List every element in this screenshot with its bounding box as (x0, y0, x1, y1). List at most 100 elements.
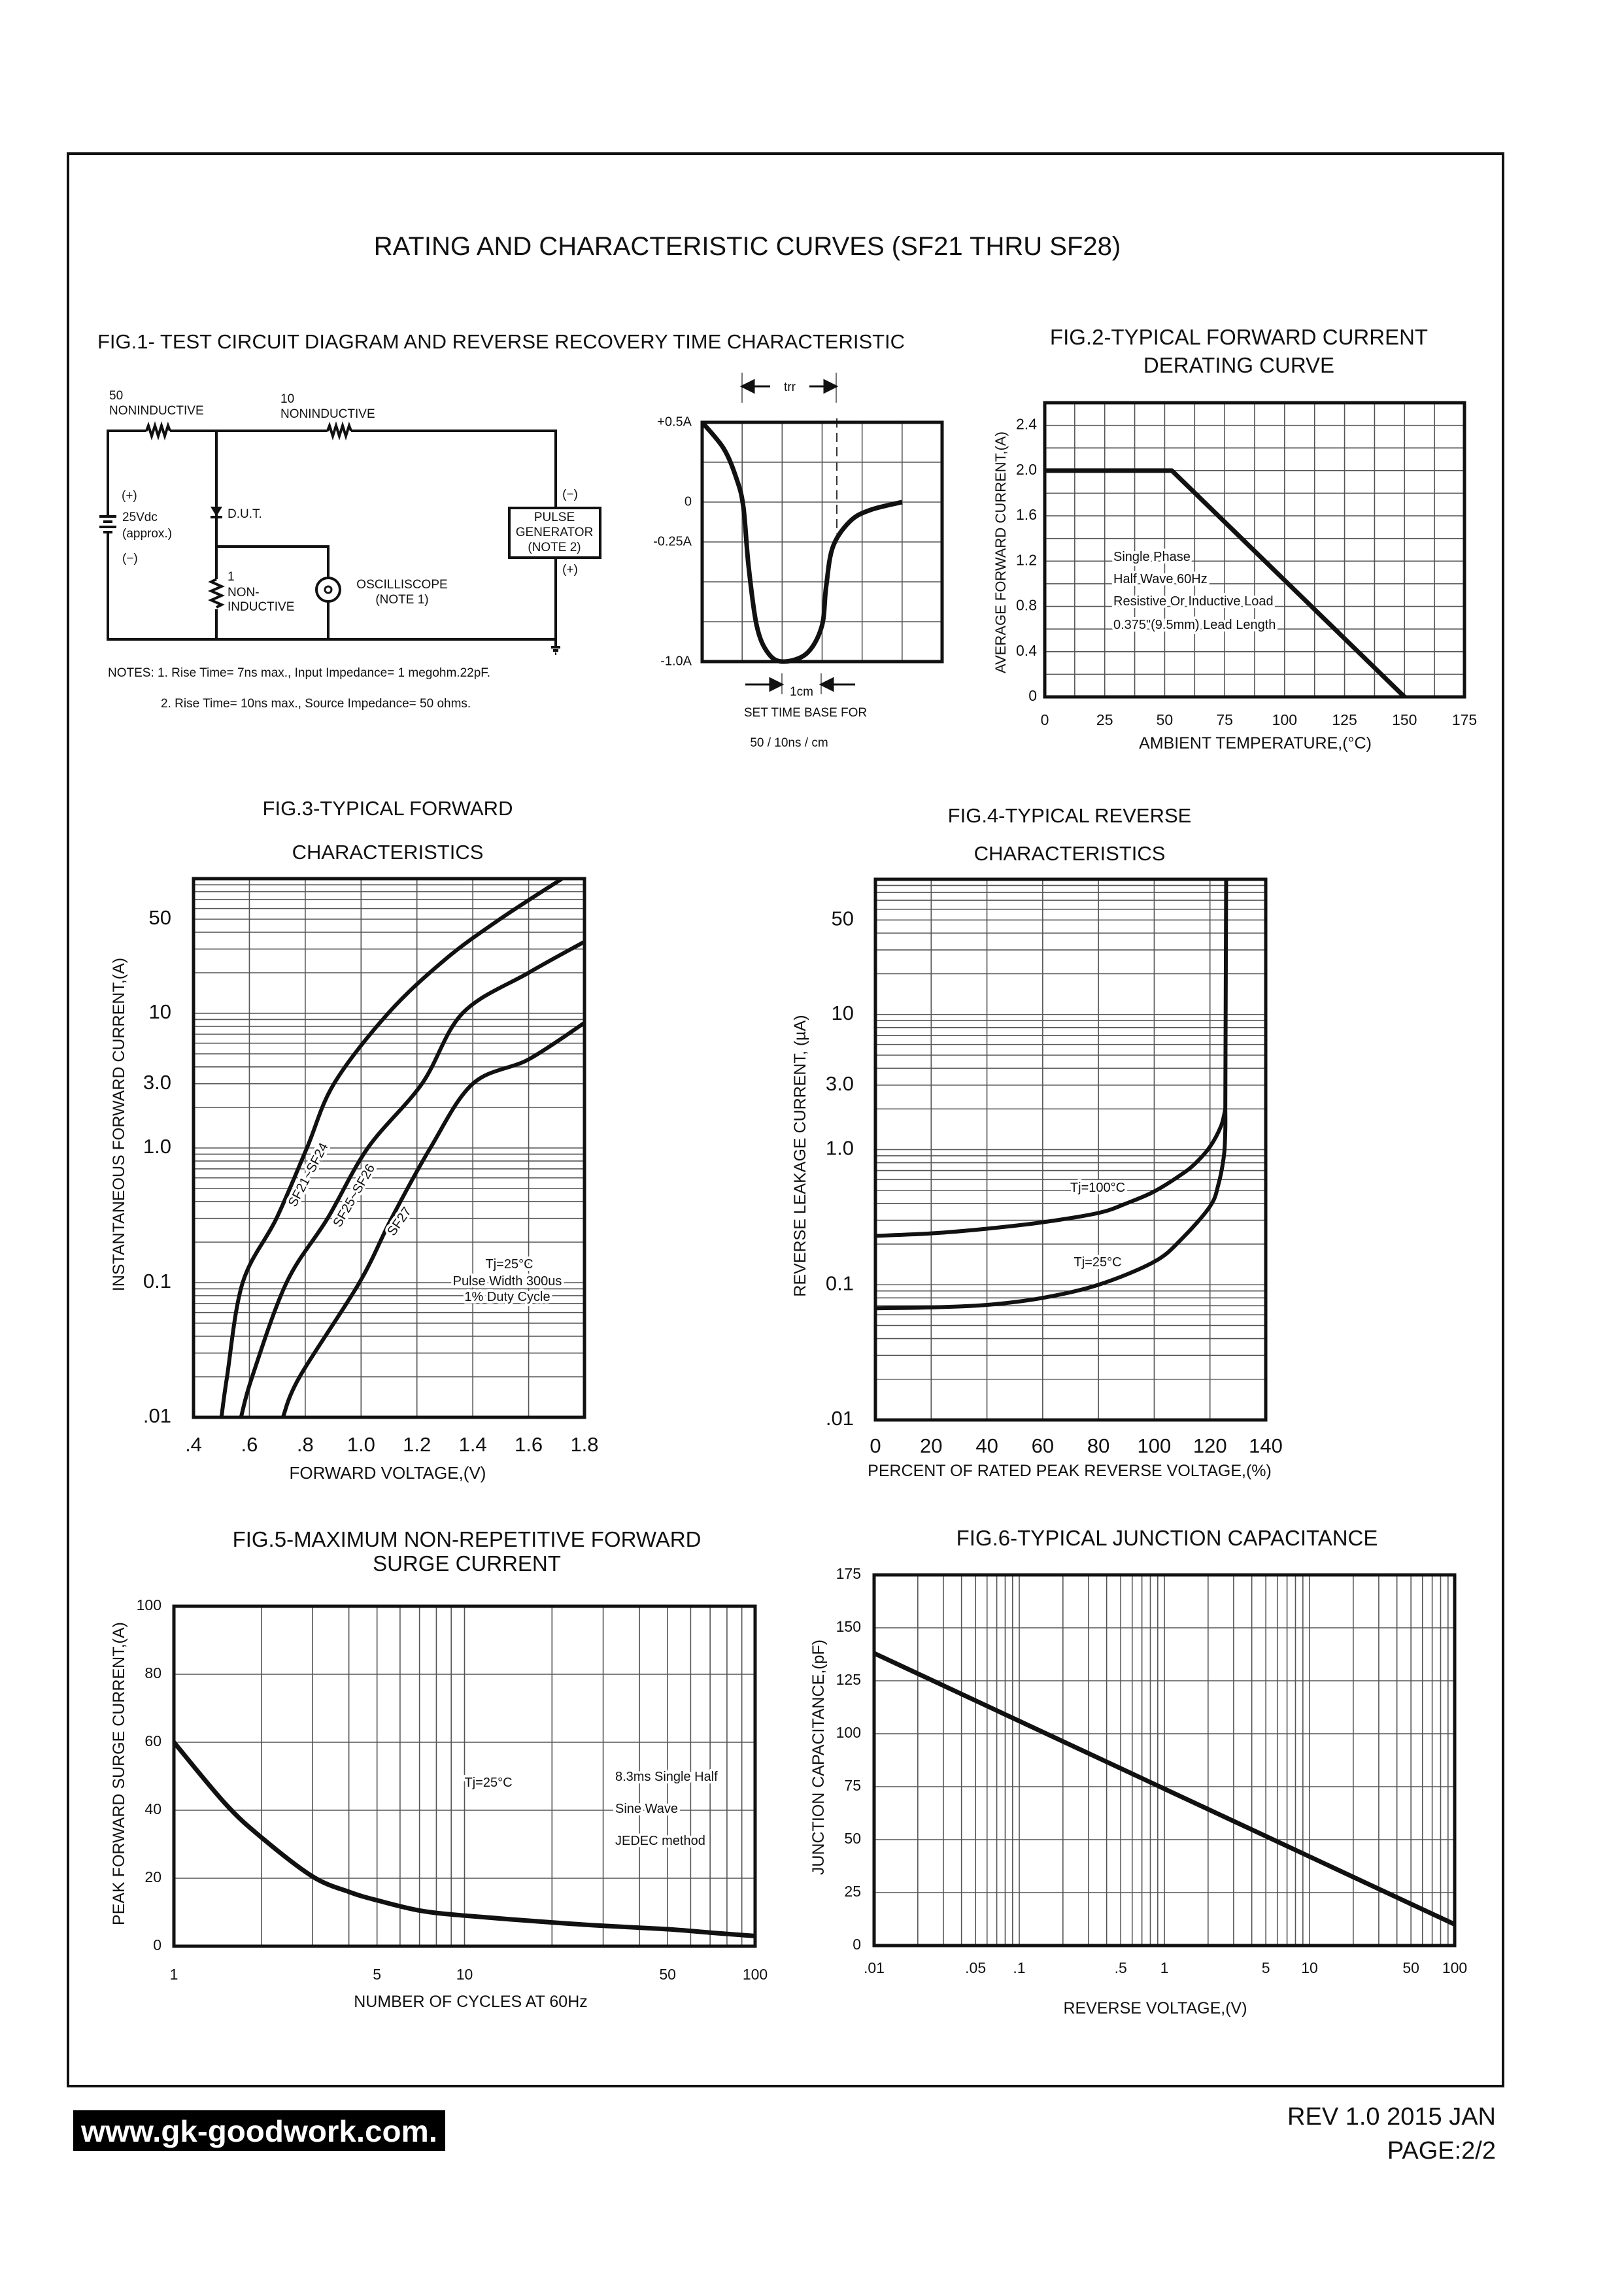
time-base-line-2: 50 / 10ns / cm (750, 736, 828, 750)
plot-frame (873, 877, 1268, 1422)
website-logo-box (73, 2110, 445, 2151)
x-tick-label: 20 (920, 1434, 942, 1457)
page-border (67, 152, 1504, 2087)
time-base-line-1: SET TIME BASE FOR (744, 706, 867, 720)
y-tick-label: 2.4 (1016, 416, 1037, 433)
x-tick-label: .05 (965, 1959, 986, 1976)
generator-label-2: GENERATOR (516, 526, 594, 539)
y-tick-label: 0 (153, 1936, 161, 1953)
y-tick-label: 25 (844, 1883, 861, 1900)
y-tick-label: .01 (826, 1407, 854, 1430)
y-tick-label: 1.2 (1016, 551, 1037, 568)
fig3-title-line-2: CHARACTERISTICS (292, 841, 484, 864)
series-line (1045, 468, 1406, 699)
fig6-x-axis-label: REVERSE VOLTAGE,(V) (1063, 1999, 1247, 2017)
series-line (1223, 879, 1228, 1109)
y-tick-label: 0 (853, 1936, 861, 1953)
oscilloscope-note: (NOTE 1) (375, 593, 428, 607)
x-tick-label: 1.6 (515, 1433, 543, 1456)
resistor-10-icon (326, 421, 352, 441)
fig2-title-line-2: DERATING CURVE (1143, 353, 1334, 377)
fig4-title-line-1: FIG.4-TYPICAL REVERSE (948, 804, 1192, 827)
series-line (873, 1651, 1456, 1927)
y-tick-label: 1.0 (143, 1135, 171, 1158)
diode-icon (211, 507, 222, 518)
y-tick-label: 100 (836, 1724, 861, 1741)
x-tick-label: .4 (185, 1433, 202, 1456)
fig2-annotation: Half Wave 60Hz (1113, 572, 1208, 586)
fig3-x-axis-label: FORWARD VOLTAGE,(V) (290, 1463, 486, 1483)
x-tick-label: 10 (456, 1966, 473, 1983)
x-tick-label: .01 (864, 1959, 885, 1976)
x-tick-label: 80 (1087, 1434, 1109, 1457)
chart-surge-current: 0 20 40 60 80 100 1 5 10 50 100 (137, 1596, 768, 1983)
fig4-annotation: Tj=100°C (1070, 1181, 1125, 1195)
page-title: RATING AND CHARACTERISTIC CURVES (SF21 T… (374, 232, 1121, 261)
x-tick-label: .1 (1013, 1959, 1025, 1976)
x-tick-label: 140 (1249, 1434, 1283, 1457)
x-tick-label: 1.0 (347, 1433, 375, 1456)
fig2-title-line-1: FIG.2-TYPICAL FORWARD CURRENT (1050, 325, 1428, 349)
r3-value: 1 (228, 570, 235, 584)
r2-type: NONINDUCTIVE (280, 407, 375, 421)
x-tick-label: 50 (1157, 711, 1174, 728)
y-tick-label: 125 (836, 1671, 861, 1688)
trr-label: trr (784, 380, 796, 394)
y-tick-label: 1.0 (826, 1137, 854, 1160)
y-tick-label: 175 (836, 1565, 861, 1582)
x-tick-label: 1 (1160, 1959, 1169, 1976)
fig5-annotation: JEDEC method (615, 1834, 705, 1848)
generator-label-1: PULSE (534, 511, 575, 524)
r3-type-1: NON- (228, 586, 260, 599)
chart-recovery-waveform: +0.5A 0 -0.25A -1.0A (653, 414, 944, 668)
chart-junction-capacitance: 0 25 50 75 100 125 150 175 .01 .05 .1 .5 1 5 10 50 100 (836, 1565, 1468, 1976)
y-tick-label: 40 (144, 1800, 161, 1817)
note-2: 2. Rise Time= 10ns max., Source Impedanc… (161, 697, 471, 711)
y-tick-label: 20 (144, 1868, 161, 1885)
x-tick-label: 125 (1332, 711, 1357, 728)
x-tick-label: 10 (1301, 1959, 1318, 1976)
cm-left-arrow-icon (745, 677, 785, 692)
y-tick-label: 50 (149, 906, 171, 929)
cm-label: 1cm (790, 685, 813, 699)
fig5-title-line-2: SURGE CURRENT (373, 1551, 561, 1576)
y-tick-label: 75 (844, 1777, 861, 1794)
trr-right-arrow-icon (809, 379, 839, 394)
x-tick-label: 0 (1041, 711, 1049, 728)
fig3-y-axis-label: INSTANTANEOUS FORWARD CURRENT,(A) (110, 958, 128, 1291)
x-tick-label: 100 (1442, 1959, 1467, 1976)
x-tick-label: .6 (241, 1433, 258, 1456)
series-line (172, 1740, 756, 1938)
x-tick-label: 175 (1452, 711, 1477, 728)
battery-icon (99, 515, 116, 533)
r3-type-2: INDUCTIVE (228, 600, 294, 614)
website-logo[interactable]: www.gk-goodwork.com. (80, 2114, 437, 2148)
fig5-x-axis-label: NUMBER OF CYCLES AT 60Hz (354, 1993, 588, 2011)
fig4-title-line-2: CHARACTERISTICS (974, 842, 1166, 865)
y-tick-label: 10 (832, 1002, 854, 1024)
dut-wire (215, 431, 330, 639)
fig2-x-axis-label: AMBIENT TEMPERATURE,(°C) (1139, 734, 1372, 752)
fig4-y-axis-label: REVERSE LEAKAGE CURRENT, (µA) (791, 1015, 809, 1296)
x-tick-label: 5 (1262, 1959, 1270, 1976)
fig1-title: FIG.1- TEST CIRCUIT DIAGRAM AND REVERSE … (97, 330, 905, 353)
y-tick-label: 0.1 (826, 1272, 854, 1294)
y-tick-label: 0.1 (143, 1270, 171, 1292)
y-tick-label: 50 (844, 1830, 861, 1847)
generator-label-3: (NOTE 2) (528, 541, 581, 554)
y-tick-label: 100 (137, 1596, 161, 1613)
y-tick-label: 2.0 (1016, 461, 1037, 478)
plot-frame (700, 420, 944, 664)
supply-plus: (+) (122, 489, 137, 503)
x-tick-label: .8 (297, 1433, 314, 1456)
plot-frame (192, 877, 586, 1419)
x-tick-label: 100 (1138, 1434, 1172, 1457)
supply-voltage: 25Vdc (122, 511, 158, 524)
x-tick-label: 100 (743, 1966, 768, 1983)
fig2-annotation: 0.375"(9.5mm) Lead Length (1113, 618, 1276, 632)
y-tick-label: 0.4 (1016, 642, 1037, 659)
x-tick-label: 1.8 (570, 1433, 598, 1456)
chart-derating-curve: 0 0.4 0.8 1.2 1.6 2.0 2.4 0 25 50 75 100 125 150 175 (1016, 401, 1477, 728)
oscilloscope-icon (315, 577, 341, 603)
